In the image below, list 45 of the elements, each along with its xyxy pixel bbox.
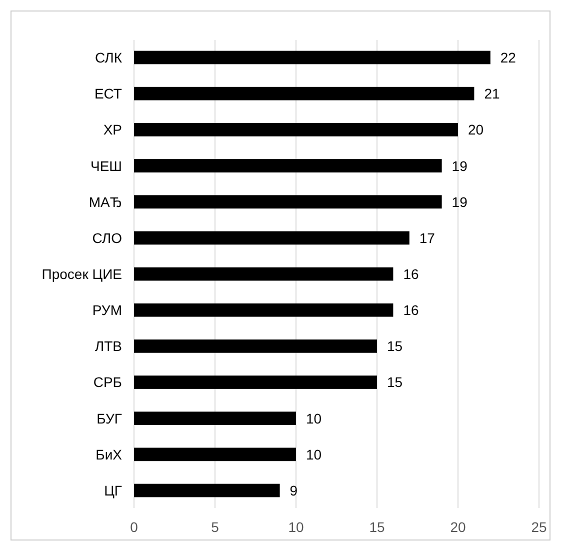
bar	[134, 376, 377, 389]
data-label: 17	[419, 230, 436, 246]
bar	[134, 50, 490, 64]
y-tick-label: ЕСТ	[94, 86, 122, 102]
x-tick-label: 0	[130, 519, 138, 535]
bar	[134, 195, 442, 209]
x-tick-label: 25	[531, 519, 547, 535]
y-tick-label: СЛК	[95, 50, 123, 66]
data-label: 21	[484, 86, 500, 102]
bar	[134, 231, 410, 245]
y-tick-label: ЦГ	[104, 482, 122, 498]
bar	[134, 122, 458, 136]
bar	[134, 267, 394, 281]
data-label: 20	[468, 122, 484, 138]
data-label: 19	[452, 194, 468, 210]
bar	[134, 412, 296, 426]
data-label: 15	[387, 338, 403, 354]
bar	[134, 448, 296, 462]
y-tick-label: БУГ	[96, 410, 122, 426]
y-tick-label: РУМ	[92, 302, 122, 318]
y-tick-label: ЧЕШ	[90, 158, 122, 174]
data-label: 10	[306, 446, 322, 462]
data-label: 9	[290, 482, 298, 498]
x-tick-label: 20	[450, 519, 466, 535]
y-tick-label: СРБ	[93, 374, 122, 390]
y-tick-label: ЛТВ	[94, 338, 122, 354]
x-tick-label: 10	[288, 519, 304, 535]
y-tick-label: ХР	[103, 122, 122, 138]
y-tick-label: МАЂ	[88, 194, 122, 210]
x-tick-label: 15	[369, 519, 385, 535]
data-label: 19	[452, 158, 468, 174]
data-label: 16	[403, 266, 419, 282]
data-label: 22	[500, 50, 516, 66]
data-label: 15	[387, 374, 403, 390]
y-tick-label: БиХ	[96, 446, 123, 462]
bar	[134, 484, 280, 498]
bar	[134, 339, 377, 353]
bar	[134, 303, 394, 317]
x-tick-label: 5	[211, 519, 220, 535]
y-tick-label: Просек ЦИЕ	[42, 266, 122, 282]
y-tick-label: СЛО	[92, 230, 122, 246]
data-label: 10	[306, 410, 322, 426]
bar	[134, 86, 474, 100]
bar	[134, 159, 442, 172]
data-label: 16	[403, 302, 419, 318]
